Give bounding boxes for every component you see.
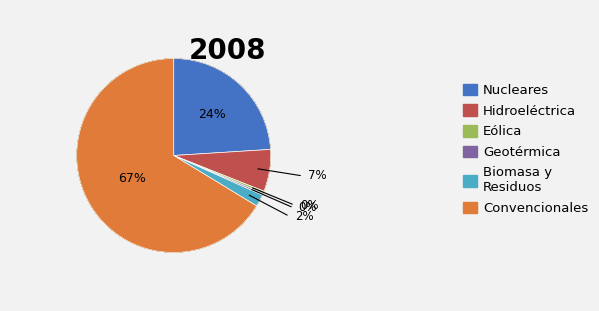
Wedge shape: [174, 156, 262, 206]
Wedge shape: [174, 156, 263, 195]
Wedge shape: [174, 156, 264, 193]
Wedge shape: [174, 149, 271, 191]
Wedge shape: [174, 156, 263, 195]
Wedge shape: [174, 149, 271, 191]
Wedge shape: [174, 156, 262, 206]
Wedge shape: [174, 58, 271, 156]
Wedge shape: [174, 149, 271, 191]
Text: 0%: 0%: [300, 199, 318, 212]
Wedge shape: [174, 156, 262, 206]
Wedge shape: [174, 156, 263, 195]
Wedge shape: [77, 58, 256, 253]
Text: 24%: 24%: [198, 108, 226, 121]
Wedge shape: [174, 149, 271, 191]
Text: 67%: 67%: [119, 172, 146, 185]
Wedge shape: [174, 156, 262, 206]
Wedge shape: [174, 58, 271, 156]
Wedge shape: [174, 156, 264, 193]
Wedge shape: [174, 58, 271, 156]
Wedge shape: [174, 58, 271, 156]
Wedge shape: [174, 58, 271, 156]
Wedge shape: [174, 149, 271, 191]
Wedge shape: [174, 156, 262, 206]
Wedge shape: [174, 156, 264, 193]
Wedge shape: [174, 156, 262, 206]
Text: 0%: 0%: [299, 202, 317, 214]
Wedge shape: [174, 149, 271, 191]
Wedge shape: [174, 156, 264, 193]
Wedge shape: [77, 58, 256, 253]
Wedge shape: [174, 156, 263, 195]
Text: 2%: 2%: [295, 210, 313, 223]
Wedge shape: [77, 58, 256, 253]
Wedge shape: [174, 58, 271, 156]
Wedge shape: [77, 58, 256, 253]
Wedge shape: [174, 156, 263, 195]
Text: 7%: 7%: [308, 169, 326, 183]
Wedge shape: [174, 156, 262, 206]
Wedge shape: [174, 58, 271, 156]
Wedge shape: [174, 149, 271, 191]
Wedge shape: [174, 156, 264, 193]
Wedge shape: [174, 156, 263, 195]
Wedge shape: [174, 156, 264, 193]
Wedge shape: [174, 149, 271, 191]
Wedge shape: [77, 58, 256, 253]
Wedge shape: [174, 156, 262, 206]
Wedge shape: [77, 58, 256, 253]
Wedge shape: [174, 156, 262, 206]
Wedge shape: [174, 156, 263, 195]
Wedge shape: [174, 58, 271, 156]
Wedge shape: [174, 58, 271, 156]
Text: 2008: 2008: [189, 37, 267, 65]
Legend: Nucleares, Hidroeléctrica, Eólica, Geotérmica, Biomasa y
Residuos, Convencionale: Nucleares, Hidroeléctrica, Eólica, Geoté…: [459, 80, 592, 219]
Wedge shape: [77, 58, 256, 253]
Wedge shape: [174, 156, 264, 193]
Wedge shape: [77, 58, 256, 253]
Wedge shape: [174, 156, 263, 195]
Wedge shape: [174, 149, 271, 191]
Wedge shape: [174, 156, 264, 193]
Wedge shape: [174, 156, 264, 193]
Wedge shape: [77, 58, 256, 253]
Wedge shape: [174, 156, 263, 195]
